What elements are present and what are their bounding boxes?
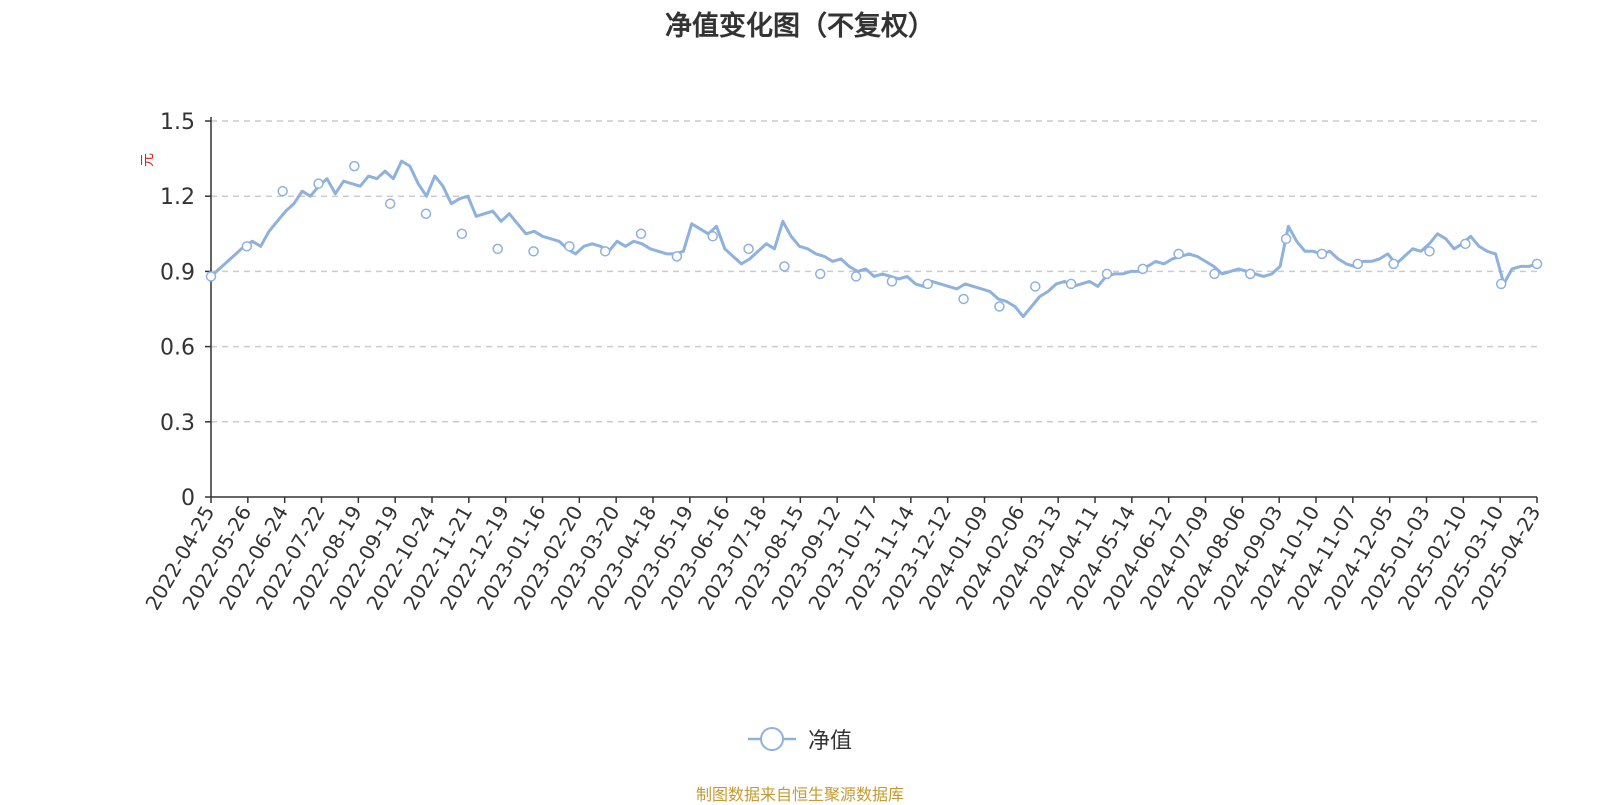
y-axis-label: 元 [140,153,156,167]
data-point-marker[interactable] [1065,278,1077,290]
data-point-marker[interactable] [205,271,217,282]
data-point-marker[interactable] [564,241,575,252]
axes [210,117,1537,498]
data-point-marker[interactable] [456,228,468,240]
y-tick-label: 0.9 [160,260,195,285]
source-note: 制图数据来自恒生聚源数据库 [695,785,904,804]
series-line [209,159,1538,318]
chart-title: 净值变化图（不复权） [665,11,935,42]
data-point-marker[interactable] [886,276,898,287]
data-point-marker[interactable] [814,268,826,280]
data-point-marker[interactable] [743,243,754,255]
series-layer [205,159,1543,318]
y-tick-label: 0 [181,486,195,511]
data-point-marker[interactable] [277,185,288,197]
data-point-marker[interactable] [850,271,862,282]
data-point-marker[interactable] [1460,238,1471,250]
gridlines [211,120,1537,423]
data-point-marker[interactable] [1209,268,1220,280]
data-point-marker[interactable] [1531,258,1543,270]
data-point-marker[interactable] [599,246,611,257]
legend[interactable]: 净值 [748,724,852,754]
y-axis-ticks: 0 0.3 0.6 0.9 1.2 1.5 [160,110,211,511]
data-point-marker[interactable] [994,301,1005,312]
data-point-marker[interactable] [1495,278,1507,290]
y-tick-label: 1.2 [160,185,195,210]
data-point-marker[interactable] [1316,248,1328,260]
data-point-marker[interactable] [1137,263,1149,275]
data-point-marker[interactable] [635,228,647,240]
data-point-marker[interactable] [1173,248,1184,260]
data-point-marker[interactable] [779,261,790,272]
data-point-marker[interactable] [1352,258,1364,270]
y-tick-label: 0.3 [160,411,195,436]
data-point-marker[interactable] [1424,246,1435,257]
data-point-marker[interactable] [1280,233,1292,245]
data-point-marker[interactable] [671,251,683,262]
x-axis-ticks: 2022-04-252022-05-262022-06-242022-07-22… [140,497,1545,614]
data-point-marker[interactable] [958,293,969,305]
data-point-marker[interactable] [1030,281,1041,292]
legend-line-circle-icon [748,727,796,751]
data-point-marker[interactable] [313,178,324,189]
data-point-marker[interactable] [420,208,432,219]
data-point-marker[interactable] [492,243,503,255]
y-tick-label: 0.6 [160,336,195,361]
data-point-marker[interactable] [349,160,360,172]
data-point-marker[interactable] [1245,268,1256,280]
data-point-marker[interactable] [1388,258,1399,270]
data-point-marker[interactable] [241,241,253,252]
data-point-marker[interactable] [528,246,539,257]
y-tick-label: 1.5 [160,110,195,135]
data-point-marker[interactable] [1101,268,1113,280]
data-point-marker[interactable] [922,278,934,290]
data-point-marker[interactable] [384,198,396,209]
data-point-marker[interactable] [707,231,718,242]
legend-label: 净值 [808,729,853,754]
